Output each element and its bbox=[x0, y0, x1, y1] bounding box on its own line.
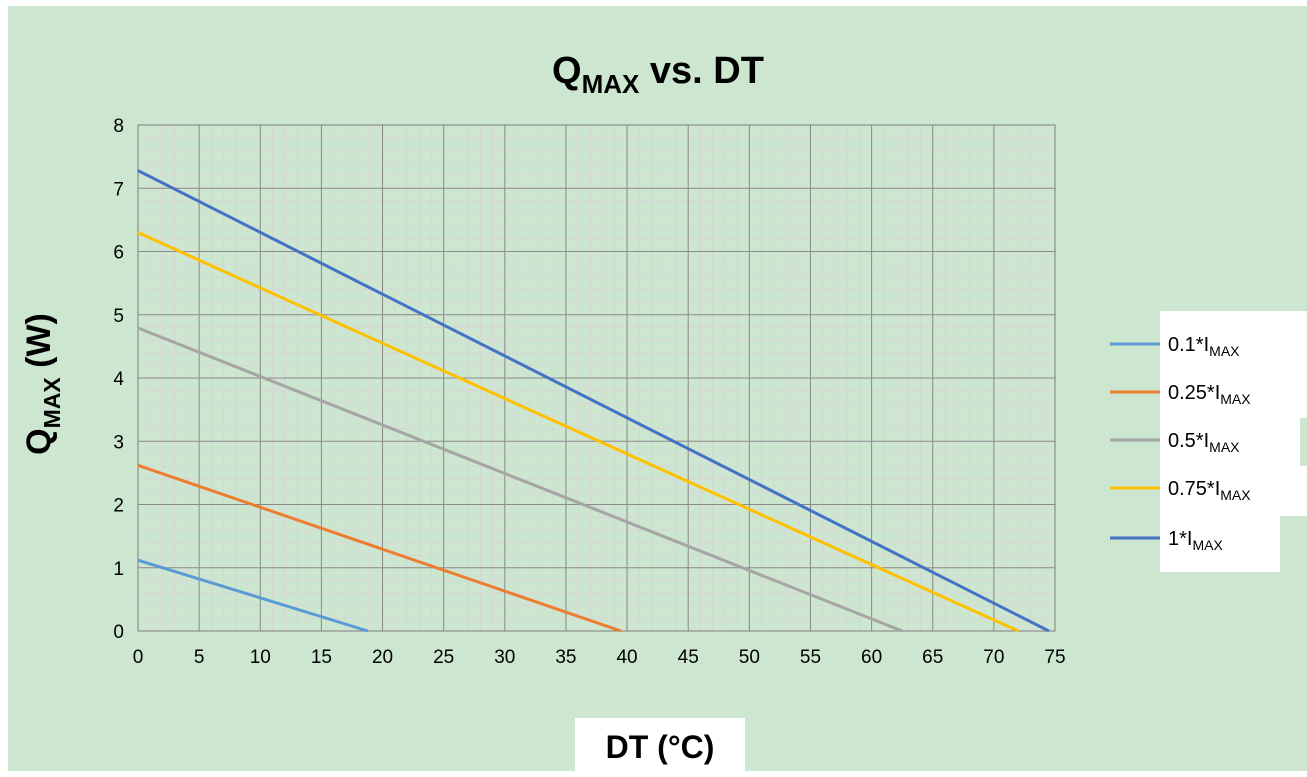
legend-label-4: 0.75*IMAX bbox=[1168, 478, 1251, 503]
series-group bbox=[137, 169, 1050, 633]
y-axis-label-rest: (W) bbox=[20, 313, 58, 377]
series-line-3 bbox=[137, 326, 903, 633]
legend-box-3 bbox=[1160, 418, 1300, 466]
plot-border bbox=[137, 124, 1056, 632]
legend-label-sub: MAX bbox=[1220, 487, 1251, 503]
x-tick-label: 50 bbox=[739, 647, 760, 668]
chart-area: QMAX vs. DT 0 5 10 15 20 25 30 35 40 45 50 55 60 65 70… bbox=[8, 6, 1307, 777]
legend-label-sub: MAX bbox=[1220, 391, 1251, 407]
legend-box-5 bbox=[1160, 516, 1280, 572]
y-axis-label-main: Q bbox=[20, 428, 58, 454]
x-axis-label-box: DT (°C) bbox=[575, 718, 745, 777]
x-tick-label: 75 bbox=[1044, 647, 1065, 668]
legend-label-sub: MAX bbox=[1209, 343, 1240, 359]
series-line-5 bbox=[137, 169, 1050, 633]
x-tick-label: 0 bbox=[133, 647, 144, 668]
legend-box-1 bbox=[1160, 311, 1307, 371]
x-axis-label: DT (°C) bbox=[605, 729, 715, 765]
chart-title-main: Q bbox=[552, 50, 582, 92]
legend-label-main: 1*I bbox=[1168, 528, 1192, 550]
x-tick-label: 10 bbox=[250, 647, 271, 668]
y-tick-label: 0 bbox=[113, 622, 124, 643]
legend-label-3: 0.5*IMAX bbox=[1168, 430, 1240, 455]
y-tick-label: 2 bbox=[113, 496, 124, 517]
y-tick-label: 7 bbox=[113, 179, 124, 200]
x-tick-label: 15 bbox=[311, 647, 332, 668]
series-line-1 bbox=[137, 558, 369, 633]
x-tick-label: 5 bbox=[194, 647, 205, 668]
y-tick-label: 6 bbox=[113, 243, 124, 264]
y-tick-label: 4 bbox=[113, 369, 124, 390]
y-tick-labels: 0 1 2 3 4 5 6 7 8 bbox=[113, 116, 124, 643]
series-line-4 bbox=[137, 231, 1019, 633]
y-axis-label-sub: MAX bbox=[39, 377, 65, 429]
x-tick-label: 60 bbox=[861, 647, 882, 668]
x-tick-labels: 0 5 10 15 20 25 30 35 40 45 50 55 60 65 70 75 bbox=[133, 647, 1066, 668]
x-tick-label: 45 bbox=[678, 647, 699, 668]
legend-box-2 bbox=[1160, 371, 1307, 418]
legend-label-main: 0.75*I bbox=[1168, 478, 1220, 500]
legend-label-main: 0.1*I bbox=[1168, 334, 1209, 356]
x-tick-label: 40 bbox=[616, 647, 637, 668]
y-tick-label: 3 bbox=[113, 432, 124, 453]
legend-label-sub: MAX bbox=[1209, 439, 1240, 455]
x-tick-label: 65 bbox=[922, 647, 943, 668]
legend-label-main: 0.5*I bbox=[1168, 430, 1209, 452]
legend-box-4 bbox=[1160, 466, 1307, 516]
x-tick-label: 30 bbox=[494, 647, 515, 668]
chart-title-rest: vs. DT bbox=[639, 50, 764, 92]
series-line-2 bbox=[137, 463, 622, 633]
legend-label-5: 1*IMAX bbox=[1168, 528, 1223, 553]
legend-label-main: 0.25*I bbox=[1168, 382, 1220, 404]
x-tick-label: 25 bbox=[433, 647, 454, 668]
x-tick-label: 55 bbox=[800, 647, 821, 668]
chart-title: QMAX vs. DT bbox=[552, 50, 764, 99]
legend-label-sub: MAX bbox=[1192, 537, 1223, 553]
y-tick-label: 1 bbox=[113, 559, 124, 580]
y-tick-label: 5 bbox=[113, 306, 124, 327]
chart-title-sub: MAX bbox=[582, 69, 640, 99]
x-tick-label: 20 bbox=[372, 647, 393, 668]
y-axis-label: QMAX (W) bbox=[20, 313, 65, 455]
chart-svg: QMAX vs. DT 0 5 10 15 20 25 30 35 40 45 50 55 60 65 70… bbox=[20, 50, 1307, 668]
legend-label-1: 0.1*IMAX bbox=[1168, 334, 1240, 359]
legend-label-2: 0.25*IMAX bbox=[1168, 382, 1251, 407]
x-tick-label: 70 bbox=[983, 647, 1004, 668]
y-tick-label: 8 bbox=[113, 116, 124, 137]
x-tick-label: 35 bbox=[555, 647, 576, 668]
